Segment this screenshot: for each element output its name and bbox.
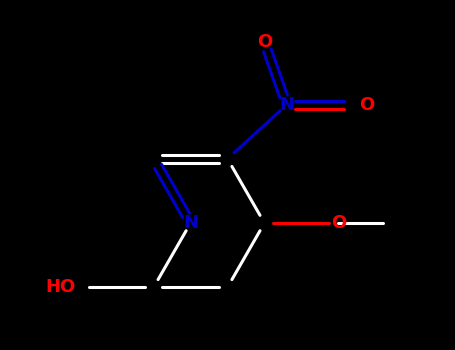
Text: N: N bbox=[279, 96, 294, 114]
Text: HO: HO bbox=[46, 278, 76, 296]
Text: O: O bbox=[359, 96, 374, 114]
Text: O: O bbox=[331, 214, 346, 232]
Text: O: O bbox=[257, 33, 272, 51]
Text: N: N bbox=[183, 214, 198, 232]
